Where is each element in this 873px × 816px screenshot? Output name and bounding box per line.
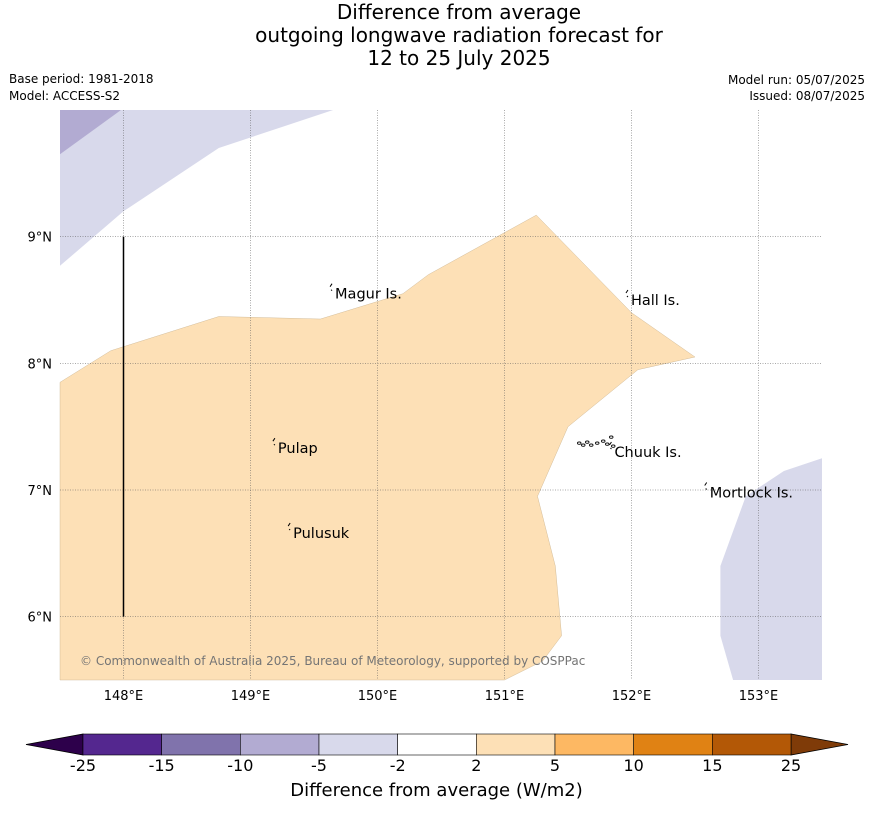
colorbar-tick-label: -2 xyxy=(390,756,406,775)
place-labels: Magur Is. Hall Is. Pulap Chuuk Is. Mortlock … xyxy=(278,287,793,542)
chuuk-island-outline xyxy=(601,439,606,443)
lat-tick-label: 6°N xyxy=(28,611,53,626)
anomaly-regions xyxy=(59,110,822,681)
colorbar-swatch xyxy=(712,733,792,756)
coastlines xyxy=(272,283,708,531)
title-line-2: outgoing longwave radiation forecast for xyxy=(255,23,663,47)
lat-tick-label: 8°N xyxy=(28,357,53,372)
colorbar: -25 -15 -10 -5 -2 2 5 10 15 25 xyxy=(25,733,849,775)
colorbar-swatch xyxy=(318,733,398,756)
colorbar-tick-label: 5 xyxy=(550,756,560,775)
place-label: Hall Is. xyxy=(631,293,680,309)
anomaly-region-3 xyxy=(720,458,822,680)
lon-tick-label: 149°E xyxy=(231,689,271,704)
base-period: Base period: 1981-2018 xyxy=(9,72,154,86)
colorbar-swatch xyxy=(397,733,477,756)
title-line-1: Difference from average xyxy=(336,0,582,24)
colorbar-swatch xyxy=(161,733,241,756)
anomaly-region-2 xyxy=(60,110,121,155)
colorbar-extend-low xyxy=(25,733,84,756)
colorbar-tick-label: -10 xyxy=(227,756,253,775)
chuuk-island-outline xyxy=(611,444,616,448)
lat-tick-label: 9°N xyxy=(28,231,53,246)
lon-tick-label: 153°E xyxy=(739,689,779,704)
colorbar-swatch xyxy=(240,733,320,756)
chuuk-island-outline xyxy=(585,440,590,444)
colorbar-swatch xyxy=(82,733,162,756)
place-label: Pulusuk xyxy=(293,526,350,542)
colorbar-tick-label: 10 xyxy=(623,756,643,775)
island-outline xyxy=(272,437,276,446)
chuuk-island-outline xyxy=(589,443,594,447)
lon-tick-label: 150°E xyxy=(358,689,398,704)
lon-tick-label: 152°E xyxy=(612,689,652,704)
place-label: Chuuk Is. xyxy=(614,445,681,461)
colorbar-tick-label: -5 xyxy=(311,756,327,775)
copyright-notice: © Commonwealth of Australia 2025, Bureau… xyxy=(80,654,585,668)
island-outline xyxy=(609,441,612,450)
chuuk-island-outline xyxy=(609,435,614,439)
lat-tick-label: 7°N xyxy=(28,484,53,499)
lon-tick-label: 151°E xyxy=(485,689,525,704)
colorbar-tick-label: -15 xyxy=(149,756,175,775)
island-outline xyxy=(287,522,291,531)
island-outline xyxy=(329,283,333,292)
chuuk-island-outline xyxy=(581,443,586,447)
colorbar-extend-high xyxy=(790,733,849,756)
island-outline xyxy=(625,289,629,298)
colorbar-tick-label: 15 xyxy=(702,756,722,775)
anomaly-region-1 xyxy=(60,110,334,266)
place-label: Magur Is. xyxy=(335,287,402,303)
colorbar-swatch xyxy=(633,733,713,756)
model-name: Model: ACCESS-S2 xyxy=(9,89,121,103)
colorbar-tick-label: 25 xyxy=(781,756,801,775)
chuuk-island-outline xyxy=(595,441,600,445)
lon-tick-label: 148°E xyxy=(104,689,144,704)
colorbar-tick-label: -25 xyxy=(70,756,96,775)
model-run: Model run: 05/07/2025 xyxy=(727,73,865,87)
place-label: Mortlock Is. xyxy=(710,486,793,502)
colorbar-swatch xyxy=(554,733,634,756)
colorbar-title: Difference from average (W/m2) xyxy=(290,780,583,801)
island-outline xyxy=(704,482,708,490)
chuuk-island-outline xyxy=(605,442,610,446)
colorbar-swatch xyxy=(476,733,556,756)
place-label: Pulap xyxy=(278,441,318,457)
axis-tick-labels: 148°E 149°E 150°E 151°E 152°E 153°E 9°N 8°N 7°N 6… xyxy=(28,231,779,704)
title-line-3: 12 to 25 July 2025 xyxy=(367,46,551,70)
issued-date: Issued: 08/07/2025 xyxy=(749,89,865,103)
colorbar-tick-label: 2 xyxy=(471,756,481,775)
chuuk-island-outline xyxy=(577,441,582,445)
